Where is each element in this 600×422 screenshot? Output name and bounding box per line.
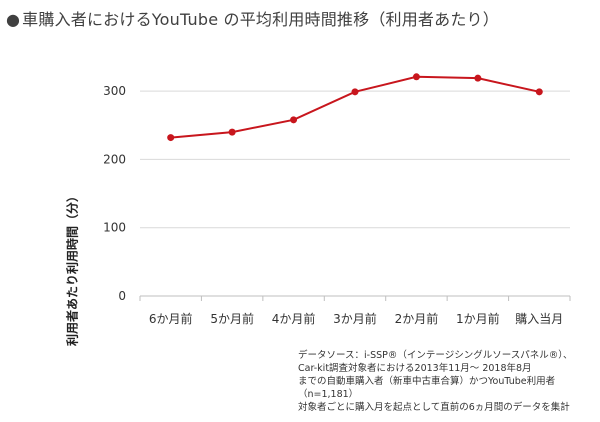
x-tick-label: 1か月前 [456, 311, 500, 326]
y-tick-label: 300 [103, 84, 126, 98]
data-point [228, 128, 236, 136]
source-note-line: Car-kit調査対象者における2013年11月～ 2018年8月 [298, 363, 532, 374]
title-bullet: ● [6, 10, 21, 29]
x-tick-label: 6か月前 [149, 311, 193, 326]
chart-title: ● 車購入者におけるYouTube の平均利用時間推移（利用者あたり） [6, 6, 596, 30]
gridlines [139, 90, 571, 301]
x-tick-labels: 6か月前 5か月前 4か月前 3か月前 2か月前 1か月前 購入当月 [149, 311, 563, 326]
series-layer [167, 73, 543, 142]
data-point [351, 88, 359, 96]
series-line [170, 75, 540, 139]
data-point [290, 116, 298, 124]
y-tick-labels: 0 100 200 300 [103, 84, 126, 303]
source-note: データソース：i-SSP®（インテージシングルソースパネル®）、 Car-kit… [298, 349, 598, 414]
x-tick-label: 購入当月 [515, 312, 563, 326]
source-note-line: 対象者ごとに購入月を起点として直前の6ヵ月間のデータを集計 [298, 402, 570, 413]
y-tick-label: 200 [103, 152, 126, 166]
x-tick-label: 2か月前 [395, 311, 439, 326]
source-note-line: データソース：i-SSP®（インテージシングルソースパネル®）、 [298, 350, 573, 361]
y-tick-label: 0 [118, 289, 126, 303]
chart-title-text: 車購入者におけるYouTube の平均利用時間推移（利用者あたり） [22, 10, 499, 29]
x-tick-label: 5か月前 [210, 311, 254, 326]
x-tick-label: 3か月前 [333, 311, 377, 326]
x-tick-label: 4か月前 [272, 311, 316, 326]
source-note-line: までの自動車購入者（新車中古車合算）かつYouTube利用者 [298, 376, 556, 387]
data-point [535, 88, 543, 96]
y-tick-label: 100 [103, 221, 126, 235]
data-point [412, 73, 420, 81]
source-note-line: （n=1,181） [298, 389, 359, 400]
data-point [167, 134, 175, 142]
data-point [474, 74, 482, 82]
